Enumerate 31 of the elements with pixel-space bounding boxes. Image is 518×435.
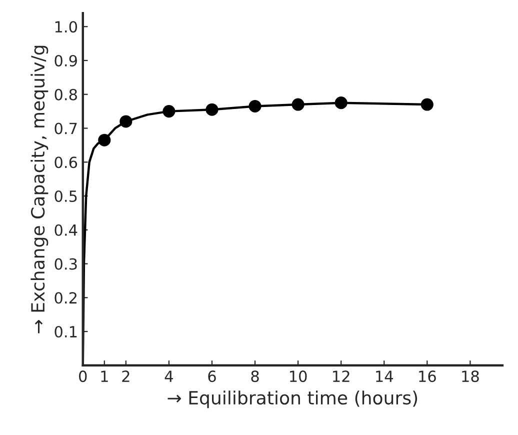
point	[206, 103, 218, 116]
y-tick-label: 0.2	[54, 292, 76, 304]
point	[98, 134, 111, 146]
point	[248, 100, 262, 112]
y-tick-label: 0.8	[54, 88, 77, 100]
y-tick-label: 0.9	[54, 54, 77, 67]
y-tick-label: 0.4	[54, 224, 78, 236]
point	[120, 115, 132, 128]
x-tick-label: 18	[462, 370, 479, 382]
point	[292, 98, 304, 111]
x-tick-label: 4	[164, 370, 173, 382]
y-tick-label: 0.5	[54, 190, 77, 202]
x-tick-label: 6	[208, 370, 216, 382]
x-tick-label: 8	[251, 370, 259, 382]
point	[420, 98, 434, 111]
point	[334, 96, 348, 110]
x-tick-label: 12	[333, 370, 350, 382]
x-tick-label: 10	[290, 370, 307, 382]
x-tick-label: 2	[122, 370, 130, 382]
x-tick-label: 16	[419, 370, 436, 382]
y-tick-label: 0.6	[54, 156, 78, 168]
point	[162, 105, 176, 118]
x-tick-label: 1	[101, 370, 108, 382]
y-tick-label: 0.3	[54, 258, 77, 270]
x-tick-label: 14	[376, 370, 393, 382]
y-tick-label: 0.7	[54, 122, 77, 134]
x-tick-label: 0	[79, 370, 87, 382]
y-axis-title: → Exchange Capacity, mequiv/g	[30, 46, 48, 334]
x-axis-title: → Equilibration time (hours)	[168, 390, 418, 408]
y-tick-label: 1.0	[55, 21, 78, 33]
y-tick-label: 0.1	[54, 326, 77, 338]
